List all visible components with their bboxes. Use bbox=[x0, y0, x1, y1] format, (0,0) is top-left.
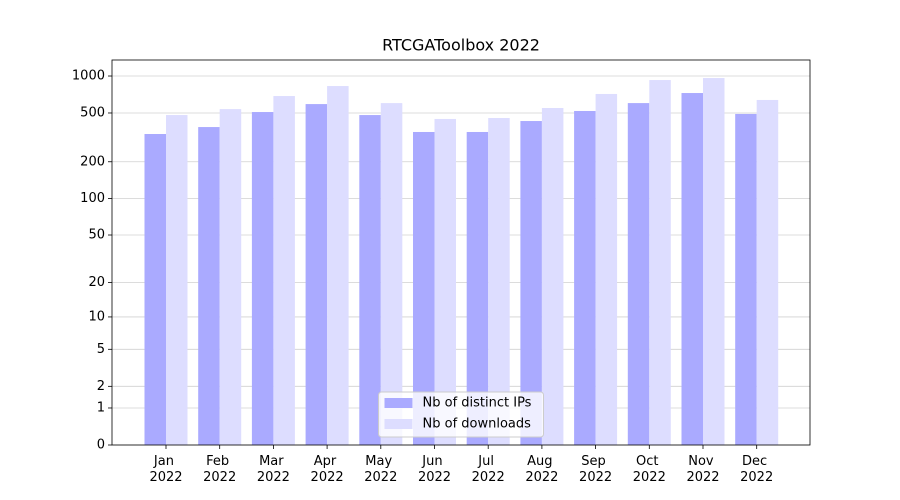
bar bbox=[251, 112, 274, 445]
x-tick-label: Jan 2022 bbox=[149, 454, 182, 485]
bar bbox=[327, 86, 349, 446]
bar bbox=[466, 131, 489, 446]
x-tick-label: Aug 2022 bbox=[525, 454, 558, 485]
bar bbox=[703, 78, 725, 446]
y-tick-label: 1 bbox=[97, 400, 105, 415]
bar bbox=[413, 131, 435, 446]
bar bbox=[198, 127, 220, 446]
plot-frame bbox=[111, 59, 811, 446]
x-tick-label: Dec 2022 bbox=[740, 454, 773, 485]
bar bbox=[380, 103, 403, 445]
x-tick-label: Jul 2022 bbox=[472, 454, 505, 485]
bar bbox=[359, 115, 381, 446]
bar bbox=[305, 104, 328, 445]
bar bbox=[735, 113, 757, 445]
x-tick-label: Apr 2022 bbox=[311, 454, 344, 485]
y-tick-label: 100 bbox=[80, 191, 105, 206]
x-tick-label: Feb 2022 bbox=[203, 454, 236, 485]
bar bbox=[627, 103, 650, 445]
x-tick-label: Jun 2022 bbox=[418, 454, 451, 485]
bar bbox=[574, 110, 596, 445]
x-tick-label: Nov 2022 bbox=[686, 454, 719, 485]
bar bbox=[273, 96, 295, 445]
bar bbox=[434, 118, 456, 445]
y-tick-label: 20 bbox=[88, 275, 105, 290]
x-tick-label: Mar 2022 bbox=[257, 454, 290, 485]
y-tick-label: 10 bbox=[88, 309, 105, 324]
bar bbox=[541, 107, 564, 445]
legend-swatch bbox=[384, 398, 413, 408]
legend-label: Nb of downloads bbox=[423, 417, 532, 432]
y-tick-label: 50 bbox=[88, 228, 105, 243]
y-tick-label: 200 bbox=[80, 154, 105, 169]
bar bbox=[144, 134, 166, 445]
y-tick-label: 0 bbox=[97, 438, 105, 453]
x-tick-label: Sep 2022 bbox=[579, 454, 612, 485]
legend-box bbox=[378, 391, 544, 438]
chart-title: RTCGAToolbox 2022 bbox=[382, 36, 540, 55]
bar bbox=[649, 80, 671, 445]
bar bbox=[488, 118, 510, 445]
bar bbox=[166, 115, 188, 446]
bar bbox=[219, 109, 242, 446]
x-tick-label: May 2022 bbox=[364, 454, 397, 485]
bar bbox=[681, 93, 703, 445]
bar bbox=[595, 93, 618, 445]
y-tick-label: 2 bbox=[97, 379, 105, 394]
y-tick-label: 1000 bbox=[72, 69, 105, 84]
y-tick-label: 500 bbox=[80, 105, 105, 120]
y-tick-label: 5 bbox=[97, 342, 105, 357]
x-tick-label: Oct 2022 bbox=[633, 454, 666, 485]
bar bbox=[520, 121, 542, 446]
bar bbox=[756, 99, 779, 446]
legend-swatch bbox=[384, 419, 413, 429]
legend-label: Nb of distinct IPs bbox=[423, 396, 532, 411]
